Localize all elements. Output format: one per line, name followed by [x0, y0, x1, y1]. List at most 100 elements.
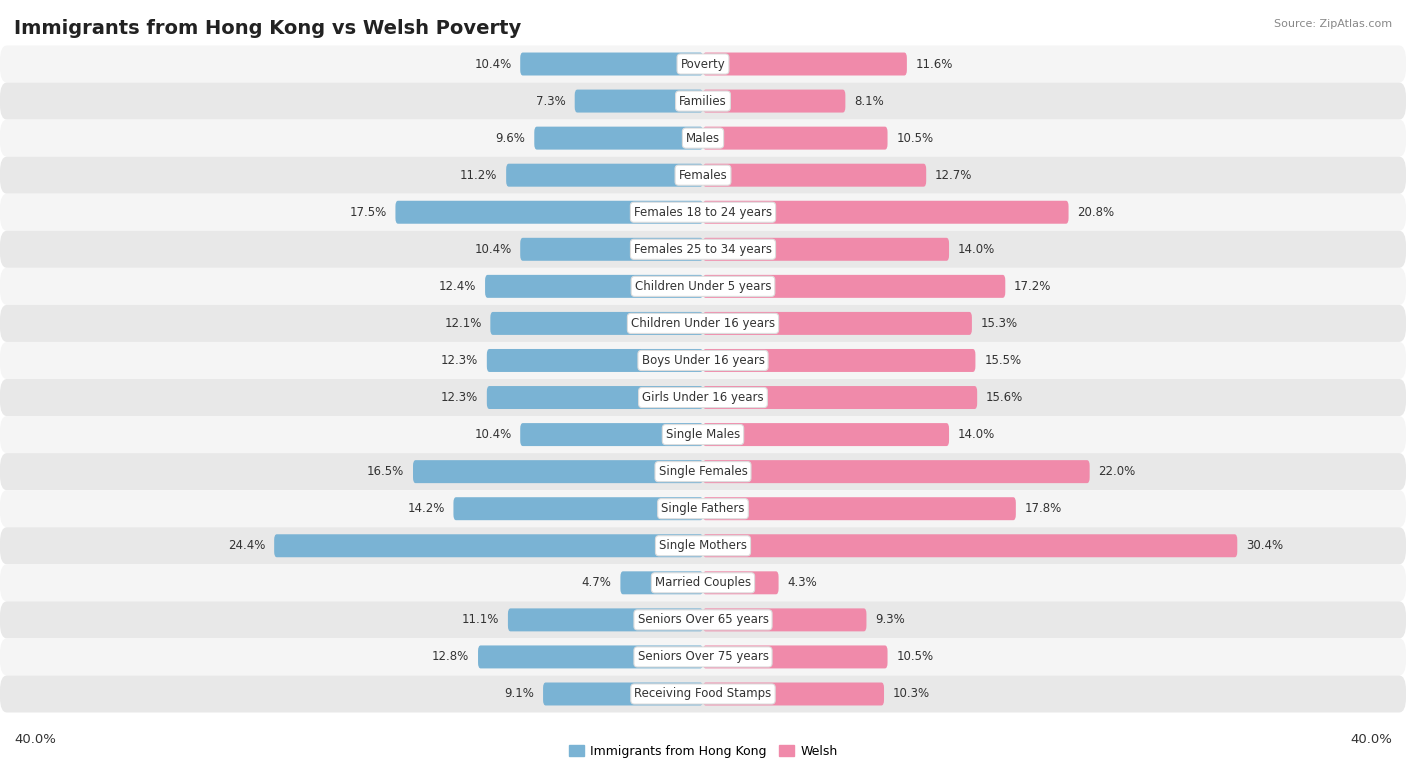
FancyBboxPatch shape: [0, 675, 1406, 713]
Text: 14.0%: 14.0%: [957, 243, 995, 255]
FancyBboxPatch shape: [478, 646, 703, 669]
Text: Females: Females: [679, 169, 727, 182]
Text: 30.4%: 30.4%: [1246, 539, 1284, 553]
FancyBboxPatch shape: [703, 386, 977, 409]
Text: 11.1%: 11.1%: [461, 613, 499, 626]
FancyBboxPatch shape: [703, 312, 972, 335]
Text: Girls Under 16 years: Girls Under 16 years: [643, 391, 763, 404]
Text: 15.6%: 15.6%: [986, 391, 1024, 404]
FancyBboxPatch shape: [703, 349, 976, 372]
FancyBboxPatch shape: [703, 164, 927, 186]
Text: Single Fathers: Single Fathers: [661, 503, 745, 515]
FancyBboxPatch shape: [0, 601, 1406, 638]
Text: 9.3%: 9.3%: [875, 613, 905, 626]
Text: 12.3%: 12.3%: [441, 391, 478, 404]
Text: Children Under 5 years: Children Under 5 years: [634, 280, 772, 293]
Text: 24.4%: 24.4%: [228, 539, 266, 553]
FancyBboxPatch shape: [274, 534, 703, 557]
FancyBboxPatch shape: [485, 275, 703, 298]
Text: Seniors Over 75 years: Seniors Over 75 years: [637, 650, 769, 663]
Text: 16.5%: 16.5%: [367, 465, 405, 478]
Text: 12.1%: 12.1%: [444, 317, 481, 330]
FancyBboxPatch shape: [620, 572, 703, 594]
Text: Families: Families: [679, 95, 727, 108]
FancyBboxPatch shape: [575, 89, 703, 112]
Text: 40.0%: 40.0%: [14, 732, 56, 746]
Text: Males: Males: [686, 132, 720, 145]
Text: 11.6%: 11.6%: [915, 58, 953, 70]
Text: 22.0%: 22.0%: [1098, 465, 1136, 478]
Text: Females 18 to 24 years: Females 18 to 24 years: [634, 205, 772, 219]
FancyBboxPatch shape: [703, 423, 949, 446]
Text: 17.8%: 17.8%: [1025, 503, 1062, 515]
FancyBboxPatch shape: [0, 638, 1406, 675]
FancyBboxPatch shape: [703, 534, 1237, 557]
Text: 10.4%: 10.4%: [474, 428, 512, 441]
Text: 9.1%: 9.1%: [505, 688, 534, 700]
FancyBboxPatch shape: [703, 497, 1015, 520]
Text: 15.5%: 15.5%: [984, 354, 1021, 367]
Text: Single Females: Single Females: [658, 465, 748, 478]
Text: 7.3%: 7.3%: [536, 95, 565, 108]
Text: 10.3%: 10.3%: [893, 688, 929, 700]
Text: 40.0%: 40.0%: [1350, 732, 1392, 746]
Text: Single Mothers: Single Mothers: [659, 539, 747, 553]
Text: 9.6%: 9.6%: [496, 132, 526, 145]
Text: Source: ZipAtlas.com: Source: ZipAtlas.com: [1274, 19, 1392, 29]
FancyBboxPatch shape: [520, 52, 703, 76]
Text: 10.4%: 10.4%: [474, 58, 512, 70]
FancyBboxPatch shape: [486, 386, 703, 409]
FancyBboxPatch shape: [454, 497, 703, 520]
FancyBboxPatch shape: [0, 490, 1406, 528]
Text: 8.1%: 8.1%: [855, 95, 884, 108]
FancyBboxPatch shape: [0, 564, 1406, 601]
Text: Females 25 to 34 years: Females 25 to 34 years: [634, 243, 772, 255]
Text: Single Males: Single Males: [666, 428, 740, 441]
FancyBboxPatch shape: [486, 349, 703, 372]
Text: Married Couples: Married Couples: [655, 576, 751, 589]
Text: Receiving Food Stamps: Receiving Food Stamps: [634, 688, 772, 700]
Text: 12.3%: 12.3%: [441, 354, 478, 367]
Text: 14.2%: 14.2%: [408, 503, 444, 515]
FancyBboxPatch shape: [703, 127, 887, 149]
Text: Poverty: Poverty: [681, 58, 725, 70]
FancyBboxPatch shape: [0, 83, 1406, 120]
Text: 11.2%: 11.2%: [460, 169, 498, 182]
Text: Children Under 16 years: Children Under 16 years: [631, 317, 775, 330]
Text: 14.0%: 14.0%: [957, 428, 995, 441]
FancyBboxPatch shape: [508, 609, 703, 631]
FancyBboxPatch shape: [395, 201, 703, 224]
FancyBboxPatch shape: [0, 528, 1406, 564]
FancyBboxPatch shape: [413, 460, 703, 483]
FancyBboxPatch shape: [703, 52, 907, 76]
FancyBboxPatch shape: [0, 230, 1406, 268]
Text: Immigrants from Hong Kong vs Welsh Poverty: Immigrants from Hong Kong vs Welsh Pover…: [14, 19, 522, 38]
FancyBboxPatch shape: [703, 238, 949, 261]
FancyBboxPatch shape: [0, 453, 1406, 490]
Text: 12.4%: 12.4%: [439, 280, 477, 293]
FancyBboxPatch shape: [703, 89, 845, 112]
Text: 10.5%: 10.5%: [897, 650, 934, 663]
Text: 17.5%: 17.5%: [350, 205, 387, 219]
FancyBboxPatch shape: [703, 609, 866, 631]
FancyBboxPatch shape: [703, 682, 884, 706]
FancyBboxPatch shape: [0, 157, 1406, 194]
Text: 15.3%: 15.3%: [981, 317, 1018, 330]
Text: 12.8%: 12.8%: [432, 650, 470, 663]
FancyBboxPatch shape: [703, 572, 779, 594]
FancyBboxPatch shape: [0, 194, 1406, 230]
FancyBboxPatch shape: [703, 275, 1005, 298]
FancyBboxPatch shape: [0, 268, 1406, 305]
FancyBboxPatch shape: [520, 238, 703, 261]
FancyBboxPatch shape: [0, 416, 1406, 453]
Text: 12.7%: 12.7%: [935, 169, 973, 182]
FancyBboxPatch shape: [0, 379, 1406, 416]
FancyBboxPatch shape: [0, 45, 1406, 83]
FancyBboxPatch shape: [534, 127, 703, 149]
FancyBboxPatch shape: [0, 120, 1406, 157]
FancyBboxPatch shape: [543, 682, 703, 706]
Text: 4.3%: 4.3%: [787, 576, 817, 589]
Text: 10.5%: 10.5%: [897, 132, 934, 145]
Legend: Immigrants from Hong Kong, Welsh: Immigrants from Hong Kong, Welsh: [564, 740, 842, 758]
Text: 20.8%: 20.8%: [1077, 205, 1115, 219]
